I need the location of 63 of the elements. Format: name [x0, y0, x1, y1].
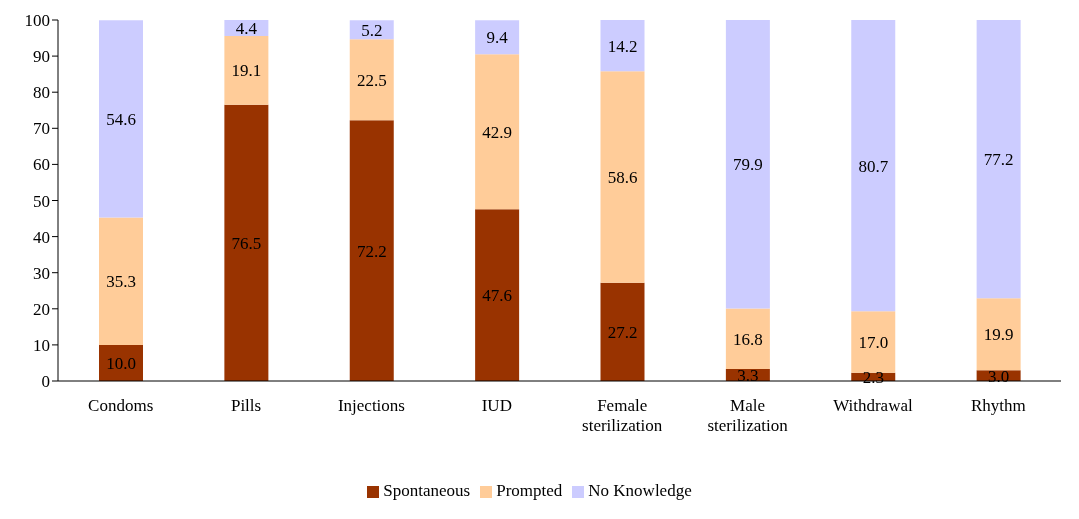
bar	[224, 35, 269, 105]
data-label: 4.4	[235, 18, 258, 38]
bar	[600, 20, 645, 72]
bar	[600, 71, 645, 283]
y-tick-label: 60	[33, 155, 50, 175]
bar	[600, 282, 645, 381]
bar	[976, 298, 1021, 371]
bar	[224, 104, 269, 381]
data-label: 5.2	[361, 20, 383, 40]
bar	[725, 308, 770, 370]
y-tick-label: 90	[33, 47, 50, 67]
data-label: 42.9	[482, 122, 512, 142]
bar	[349, 120, 394, 381]
bar	[851, 311, 896, 373]
data-label: 80.7	[858, 156, 889, 176]
bar	[99, 20, 143, 218]
x-tick-label: Female sterilization	[582, 396, 663, 435]
x-tick-label: Withdrawal	[833, 396, 913, 415]
legend-label: Prompted	[496, 481, 563, 500]
x-tick-label: Condoms	[88, 396, 154, 415]
x-tick-label: IUD	[481, 396, 512, 415]
y-tick-label: 70	[33, 119, 50, 139]
data-label: 16.8	[733, 329, 763, 349]
x-tick-label: Pills	[230, 396, 262, 415]
data-label: 3.0	[988, 366, 1010, 386]
x-tick-label: Rhythm	[970, 396, 1026, 415]
data-label: 3.3	[737, 366, 759, 386]
data-label: 58.6	[607, 168, 638, 188]
y-tick-label: 30	[33, 263, 50, 283]
y-tick-label: 80	[33, 83, 50, 103]
y-tick-label: 40	[33, 227, 50, 247]
legend-label: No Knowledge	[588, 481, 692, 500]
y-tick-label: 20	[33, 299, 50, 319]
data-label: 47.6	[482, 286, 512, 306]
bar	[475, 54, 520, 210]
x-tick-label: Injections	[337, 396, 405, 415]
bar	[475, 20, 520, 55]
y-tick-label: 100	[24, 11, 50, 31]
bar	[725, 20, 770, 309]
data-label: 79.9	[733, 155, 763, 175]
data-label: 77.2	[983, 150, 1014, 170]
y-tick-label: 50	[33, 191, 50, 211]
data-label: 72.2	[356, 241, 387, 261]
bar	[349, 39, 394, 121]
data-label: 54.6	[106, 109, 136, 129]
data-label: 9.4	[486, 28, 509, 48]
data-label: 22.5	[356, 70, 387, 90]
legend-label: Spontaneous	[383, 481, 471, 500]
data-label: 27.2	[607, 322, 638, 342]
data-label: 19.9	[983, 325, 1014, 345]
data-label: 19.1	[231, 61, 262, 81]
bar	[976, 20, 1021, 299]
bar	[475, 209, 520, 381]
bar	[99, 217, 143, 345]
y-tick-label: 0	[41, 372, 50, 392]
y-tick-label: 10	[33, 335, 50, 355]
x-tick-label: Male sterilization	[707, 396, 789, 435]
data-label: 35.3	[106, 272, 136, 292]
data-label: 76.5	[231, 233, 262, 253]
data-label: 17.0	[858, 333, 889, 353]
data-label: 14.2	[607, 36, 638, 56]
bar	[851, 20, 896, 312]
data-label: 10.0	[106, 353, 136, 373]
